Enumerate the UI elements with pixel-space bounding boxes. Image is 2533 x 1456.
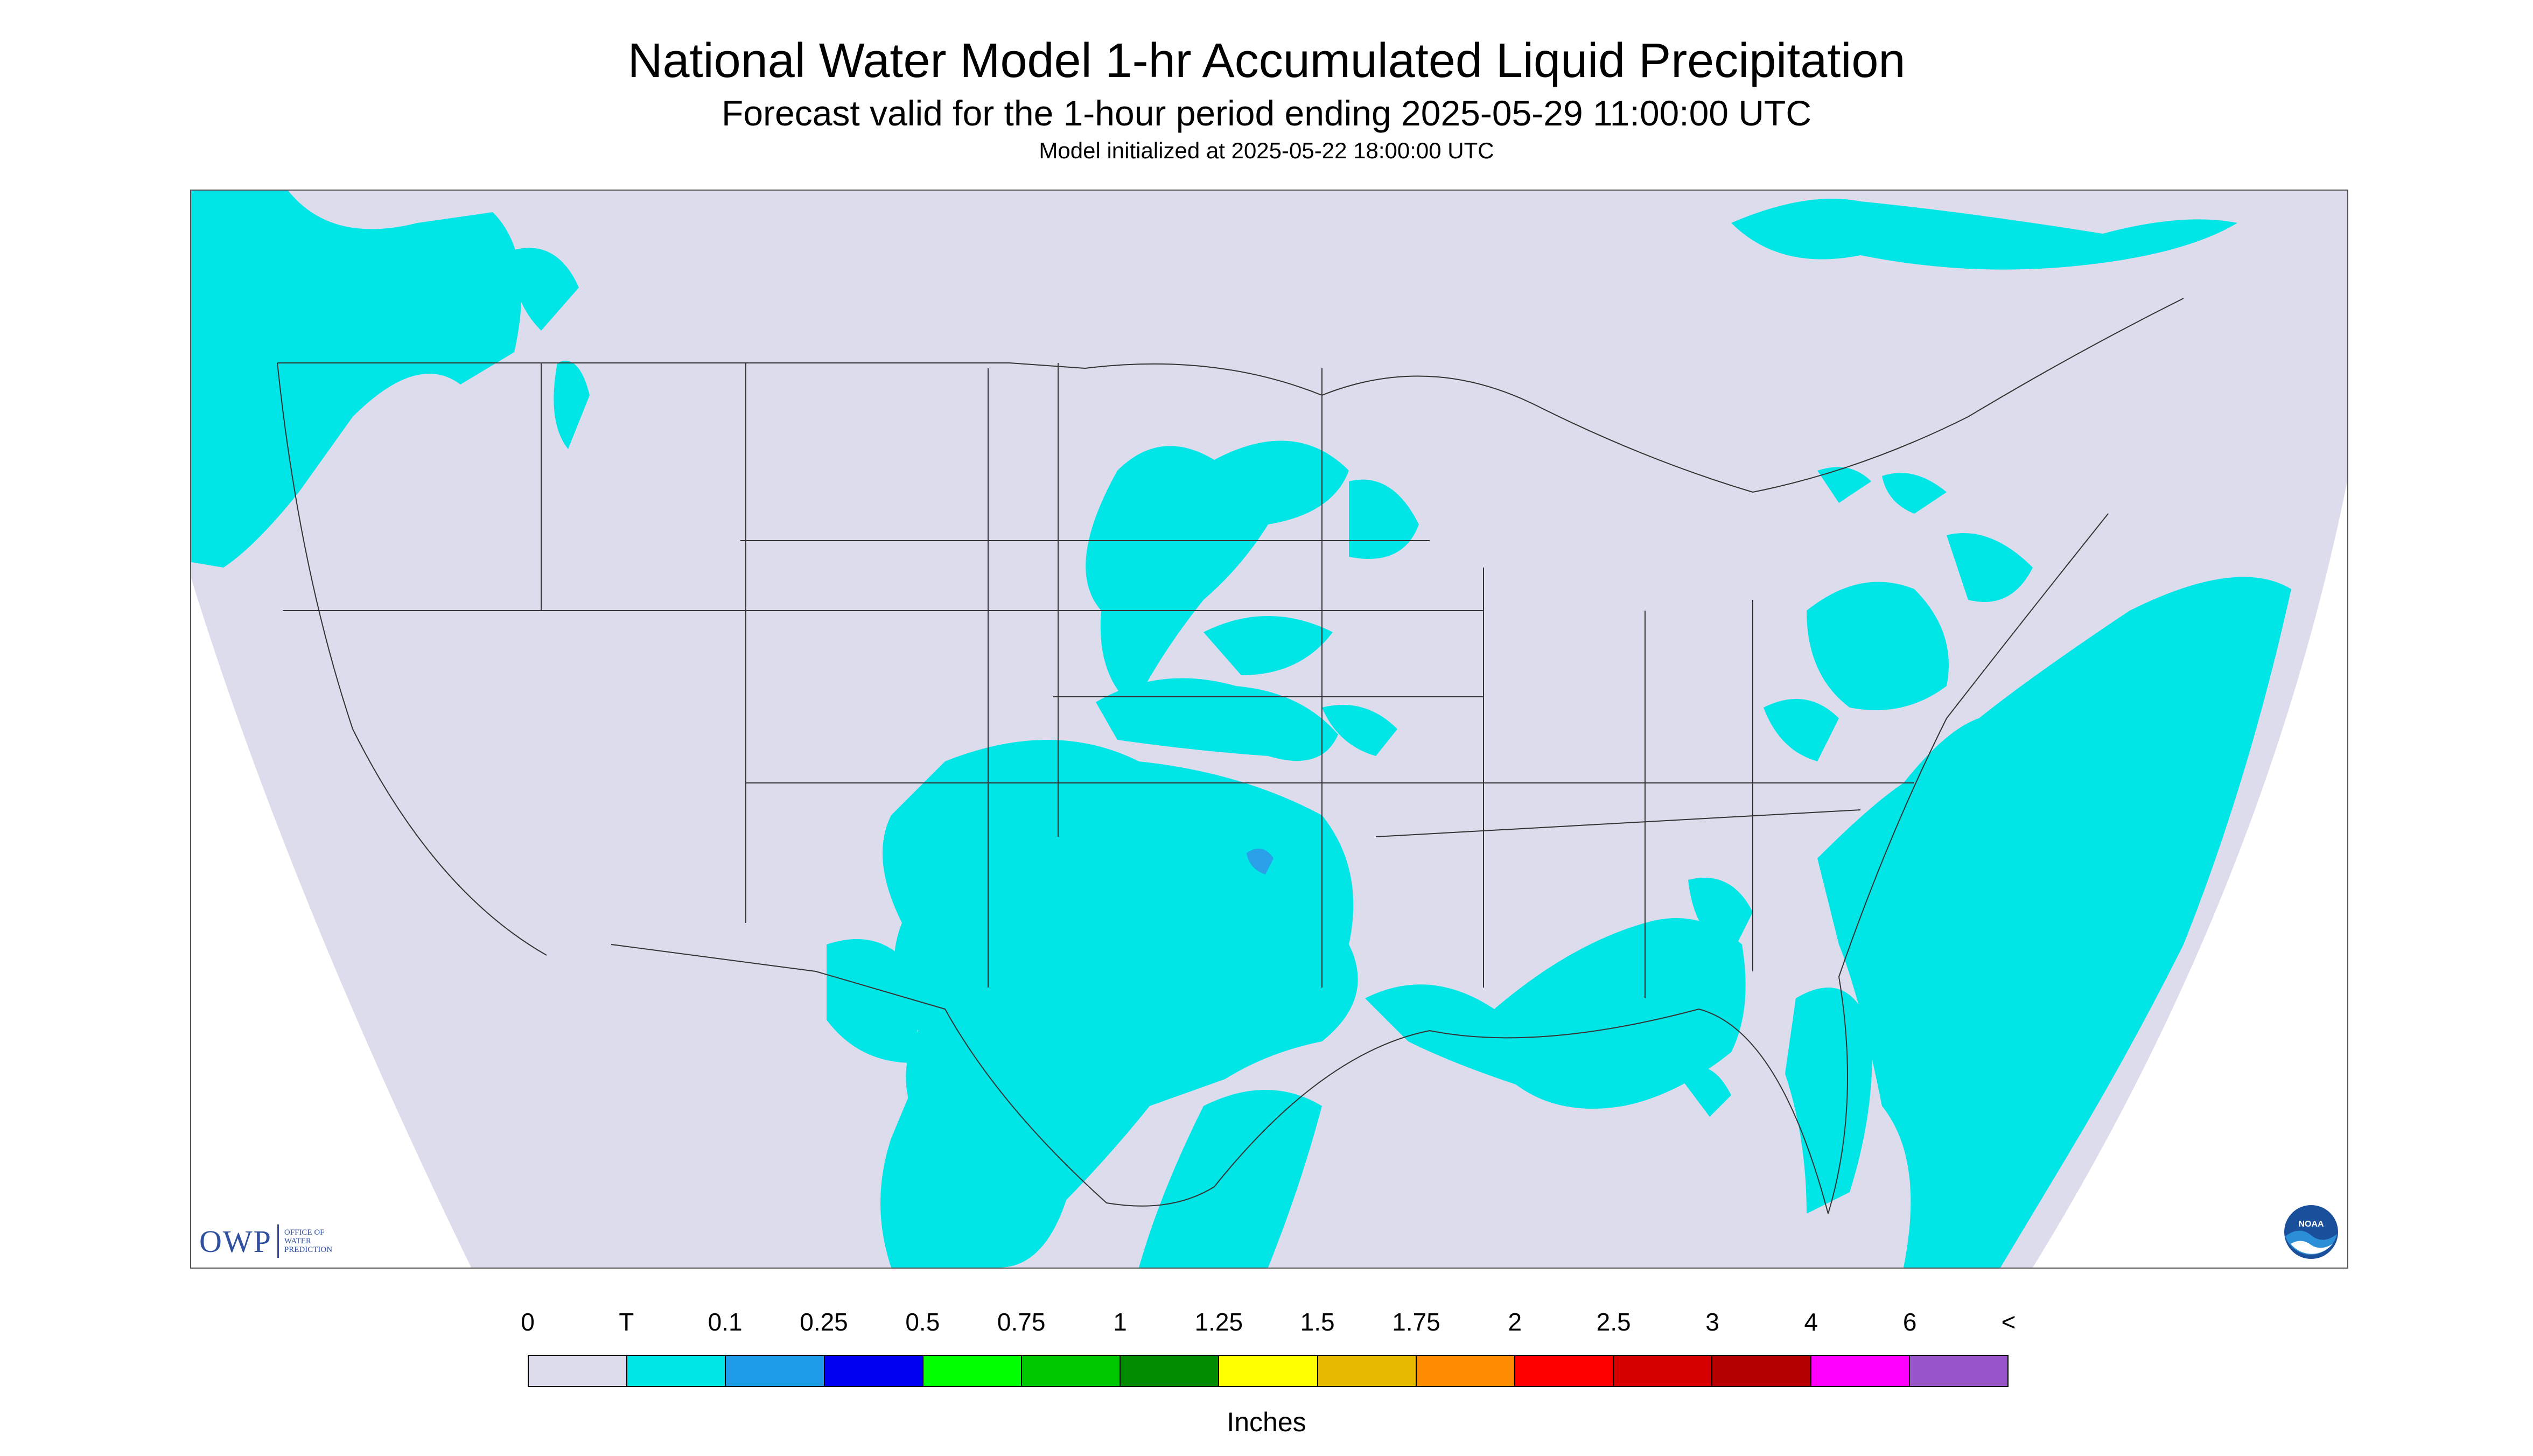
legend-tick-label: 0.25: [800, 1308, 848, 1336]
owp-subtext-line: PREDICTION: [284, 1245, 333, 1254]
map-subtitle: Forecast valid for the 1-hour period end…: [722, 93, 1811, 133]
legend-swatch: [1811, 1356, 1910, 1386]
precip-area-new-york: [1882, 473, 1947, 514]
model-init-text: Model initialized at 2025-05-22 18:00:00…: [1039, 138, 1494, 163]
boundary-gulf: [1214, 1008, 1829, 1214]
legend-tick-label: 1.25: [1194, 1308, 1243, 1336]
legend-swatch: [824, 1356, 923, 1386]
legend-tick-label: 4: [1804, 1308, 1818, 1336]
legend-tick-label: 0.75: [997, 1308, 1046, 1336]
legend-swatch: [1416, 1356, 1516, 1386]
precip-area-gulf-texas: [1139, 1090, 1322, 1268]
heavier-precip-spot: [1247, 849, 1274, 874]
legend-tick-label: 0.1: [708, 1308, 743, 1336]
precip-area-idaho: [513, 248, 579, 331]
boundary-canada: [277, 298, 2184, 493]
precipitation-trace-areas: [191, 191, 2291, 1268]
boundary-latitude-5: [1375, 809, 1861, 837]
precip-area-dakotas: [1086, 440, 1349, 708]
precip-area-arkansas: [1322, 705, 1397, 756]
precip-area-florida-west: [1677, 1066, 1731, 1117]
precip-area-florida: [1785, 988, 1872, 1214]
noaa-logo-icon: NOAA: [2284, 1205, 2338, 1259]
legend-swatch: [1909, 1356, 2008, 1386]
legend-tick-label: 2.5: [1596, 1308, 1631, 1336]
legend-units: Inches: [1227, 1407, 1306, 1437]
legend-swatch: [726, 1356, 825, 1386]
legend-tick-label: 3: [1705, 1308, 1719, 1336]
state-boundaries: [277, 298, 2184, 1214]
boundary-mexico: [611, 944, 1215, 1207]
legend-tick-label: 1.5: [1300, 1308, 1335, 1336]
legend-swatch: [1219, 1356, 1318, 1386]
owp-logo-separator: [277, 1224, 279, 1258]
precip-area-idaho-2: [554, 361, 590, 449]
legend-swatch: [1318, 1356, 1417, 1386]
precip-area-atlantic: [1817, 577, 2291, 1268]
precip-area-appalachia: [1807, 582, 1949, 710]
precip-area-quebec: [1731, 199, 2237, 270]
owp-subtext-line: OFFICE OF: [284, 1228, 325, 1237]
owp-logo-text: OWP: [199, 1223, 272, 1259]
precipitation-legend: 0 T 0.1 0.25 0.5 0.75 1 1.25 1.5 1.75 2 2.5 3 4 6 <: [521, 1302, 2016, 1388]
legend-color-bar: [528, 1355, 2009, 1387]
legend-tick-label: T: [619, 1308, 634, 1336]
precip-area-northwest: [191, 191, 522, 568]
legend-tick-label: 0: [521, 1308, 535, 1336]
precip-area-west-texas: [827, 939, 923, 1063]
precip-area-georgia: [1688, 878, 1753, 955]
precip-area-minnesota: [1349, 479, 1419, 559]
map-title: National Water Model 1-hr Accumulated Li…: [627, 34, 1906, 88]
legend-swatch: [1515, 1356, 1614, 1386]
precip-area-mexico: [880, 1060, 1074, 1268]
precip-area-nebraska: [1203, 616, 1333, 675]
owp-logo: OWP OFFICE OF WATER PREDICTION: [199, 1222, 360, 1260]
legend-swatch: [1121, 1356, 1220, 1386]
precipitation-map: [190, 190, 2348, 1269]
legend-tick-label: 0.5: [905, 1308, 940, 1336]
precip-area-mid-atlantic: [1947, 533, 2033, 602]
owp-subtext-line: WATER: [284, 1237, 311, 1245]
boundary-east-coast: [1828, 513, 2109, 1214]
legend-swatch: [529, 1356, 628, 1386]
precip-area-gulf-maine: [2162, 602, 2216, 643]
legend-swatch: [923, 1356, 1023, 1386]
precip-area-kansas: [1096, 678, 1338, 761]
precip-area-ontario: [1817, 467, 1871, 503]
noaa-logo-text: NOAA: [2298, 1220, 2324, 1229]
legend-swatch: [627, 1356, 726, 1386]
legend-swatch: [1614, 1356, 1713, 1386]
map-canvas: [191, 191, 2347, 1268]
precip-area-gulf-coast: [1365, 918, 1746, 1109]
legend-tick-label: 1.75: [1392, 1308, 1440, 1336]
legend-swatch: [1022, 1356, 1121, 1386]
legend-tick-label: 2: [1508, 1308, 1522, 1336]
owp-logo-subtext: OFFICE OF WATER PREDICTION: [284, 1228, 360, 1254]
legend-tick-label: 6: [1902, 1308, 1917, 1336]
legend-swatch: [1712, 1356, 1811, 1386]
legend-tick-label: <: [2001, 1308, 2016, 1336]
boundary-west-coast: [277, 362, 547, 956]
legend-tick-label: 1: [1113, 1308, 1127, 1336]
precip-area-virginia: [1764, 699, 1839, 761]
